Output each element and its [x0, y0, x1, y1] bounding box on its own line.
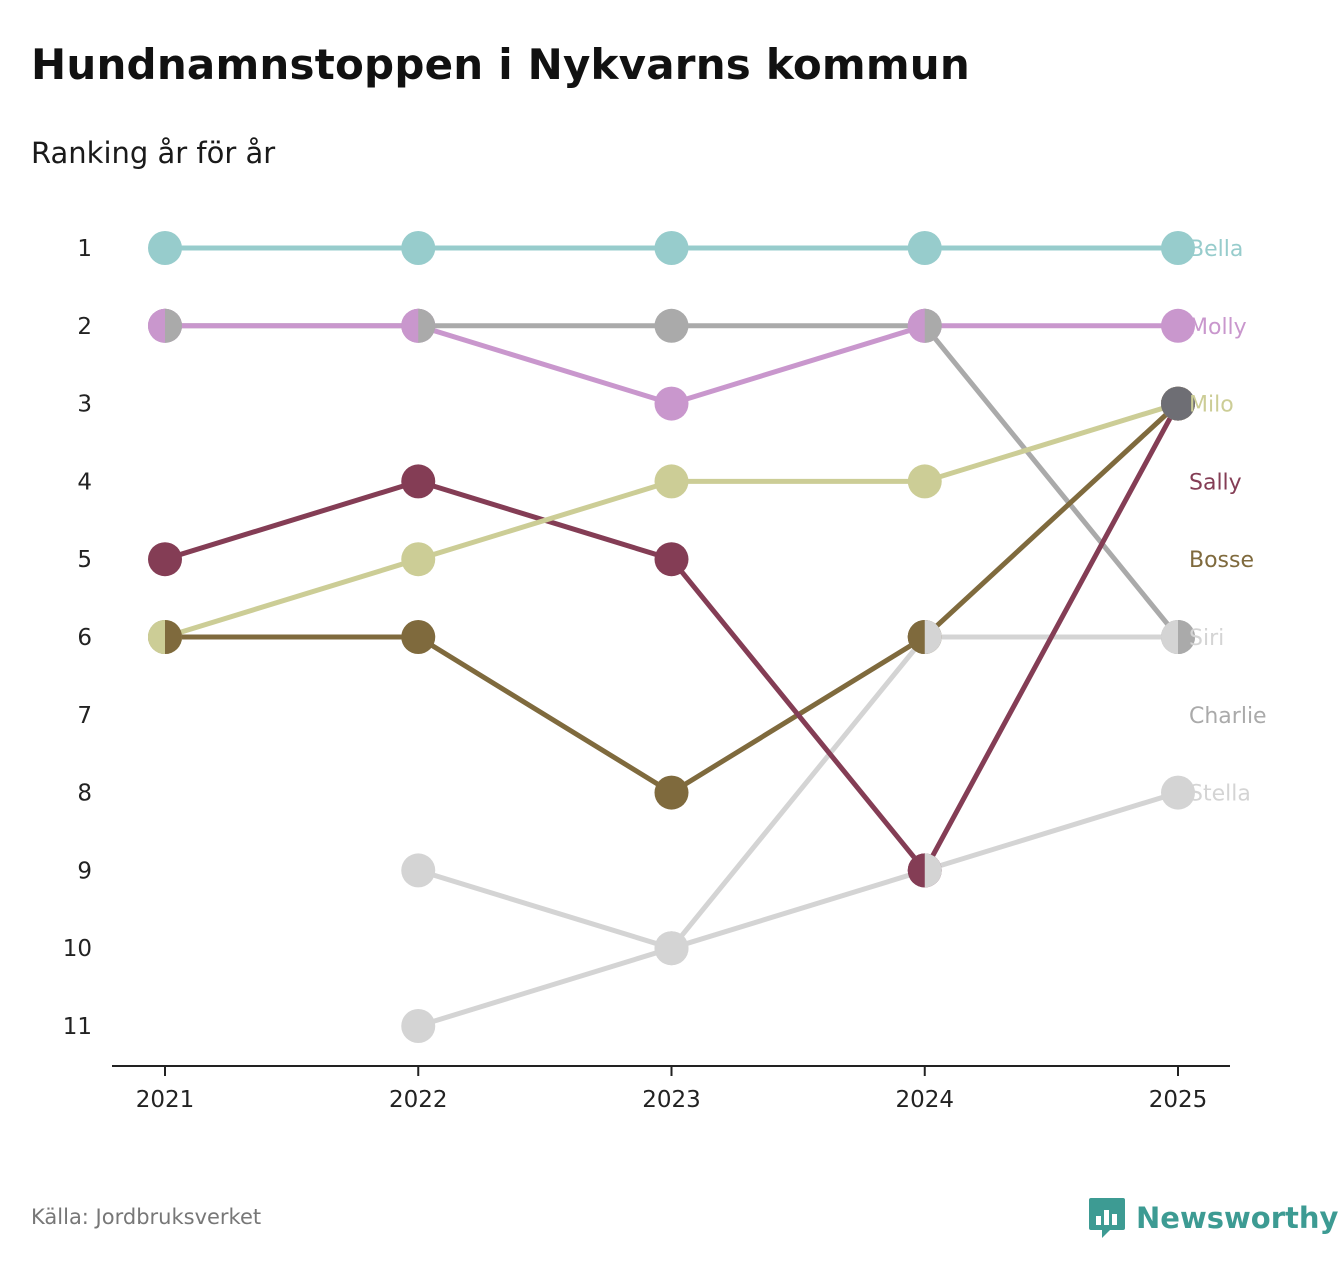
series-line-stella — [415, 790, 1181, 1029]
tie-point — [1161, 386, 1195, 421]
tie-point-left — [1161, 620, 1178, 654]
series-line-milo — [162, 401, 1181, 640]
point-bella — [907, 231, 942, 265]
tie-point-left — [907, 308, 925, 343]
tie-point-right — [924, 308, 942, 343]
point-sally — [148, 542, 182, 577]
tie-point-right — [1178, 620, 1195, 654]
tie-point-left — [907, 853, 925, 888]
y-axis-ticks: 1 2 3 4 5 6 7 8 9 10 11 — [63, 236, 92, 1040]
source-note: Källa: Jordbruksverket — [31, 1205, 262, 1229]
x-tick-label: 2025 — [1149, 1087, 1208, 1113]
y-tick-label: 2 — [77, 314, 92, 340]
brand-name: Newsworthy — [1136, 1201, 1339, 1235]
y-tick-label: 1 — [77, 236, 92, 262]
series-label-milo: Milo — [1189, 393, 1234, 418]
bump-chart: 1 2 3 4 5 6 7 8 9 10 11 2021 2022 2023 2024 2025 Bella… — [63, 231, 1267, 1113]
point-bella — [1161, 231, 1195, 265]
point-stella — [1161, 775, 1195, 810]
y-tick-label: 11 — [63, 1014, 92, 1040]
tie-point-left — [907, 620, 925, 654]
series-line-charlie — [415, 634, 1181, 951]
point-milo — [654, 464, 689, 499]
point-charlie — [401, 853, 436, 888]
series-label-bosse: Bosse — [1189, 548, 1254, 573]
tie-point-left — [148, 620, 165, 654]
series-label-bella: Bella — [1189, 237, 1243, 262]
point-molly — [1161, 308, 1195, 343]
series-label-molly: Molly — [1189, 315, 1247, 340]
point-charlie — [654, 931, 689, 966]
tie-point-right — [418, 308, 436, 343]
y-tick-label: 3 — [77, 392, 92, 418]
x-axis: 2021 2022 2023 2024 2025 — [112, 1065, 1230, 1113]
y-tick-label: 10 — [63, 936, 92, 962]
series-label-stella: Stella — [1189, 782, 1251, 807]
point-bosse — [401, 620, 436, 654]
point-bella — [654, 231, 689, 265]
bar-chart-logo-icon — [1089, 1198, 1125, 1238]
tie-point-left — [401, 308, 419, 343]
tie-point-right — [924, 853, 942, 888]
series-line-bosse — [162, 401, 1181, 796]
tie-point-right — [924, 620, 942, 654]
x-tick-label: 2021 — [136, 1087, 195, 1113]
point-stella — [401, 1009, 436, 1043]
point-bella — [148, 231, 182, 265]
series-lines — [162, 245, 1181, 1029]
y-tick-label: 4 — [77, 469, 92, 495]
series-label-charlie: Charlie — [1189, 704, 1267, 729]
point-siri — [654, 308, 689, 343]
series-label-siri: Siri — [1189, 626, 1224, 651]
point-milo — [401, 542, 436, 577]
y-tick-label: 5 — [77, 547, 92, 573]
y-tick-label: 7 — [77, 703, 92, 729]
series-label-sally: Sally — [1189, 470, 1242, 495]
y-tick-label: 8 — [77, 781, 92, 807]
series-points — [148, 231, 1195, 1043]
point-bosse — [654, 775, 689, 810]
y-tick-label: 6 — [77, 625, 92, 651]
point-molly — [654, 386, 689, 421]
x-tick-label: 2023 — [642, 1087, 701, 1113]
series-end-labels: Bella Molly Milo Sally Bosse Siri Charlie Stell… — [1189, 237, 1267, 807]
x-tick-label: 2024 — [895, 1087, 954, 1113]
point-sally — [654, 542, 689, 577]
point-bella — [401, 231, 436, 265]
brand-logo: Newsworthy — [1088, 1196, 1338, 1240]
tie-point-left — [148, 308, 165, 343]
chart-subtitle: Ranking år för år — [31, 136, 276, 170]
point-sally — [401, 464, 436, 499]
tie-point-right — [165, 308, 182, 343]
x-tick-label: 2022 — [389, 1087, 448, 1113]
tie-point-right — [165, 620, 182, 654]
point-milo — [907, 464, 942, 499]
y-tick-label: 9 — [77, 858, 92, 884]
chart-title: Hundnamnstoppen i Nykvarns kommun — [31, 40, 971, 89]
